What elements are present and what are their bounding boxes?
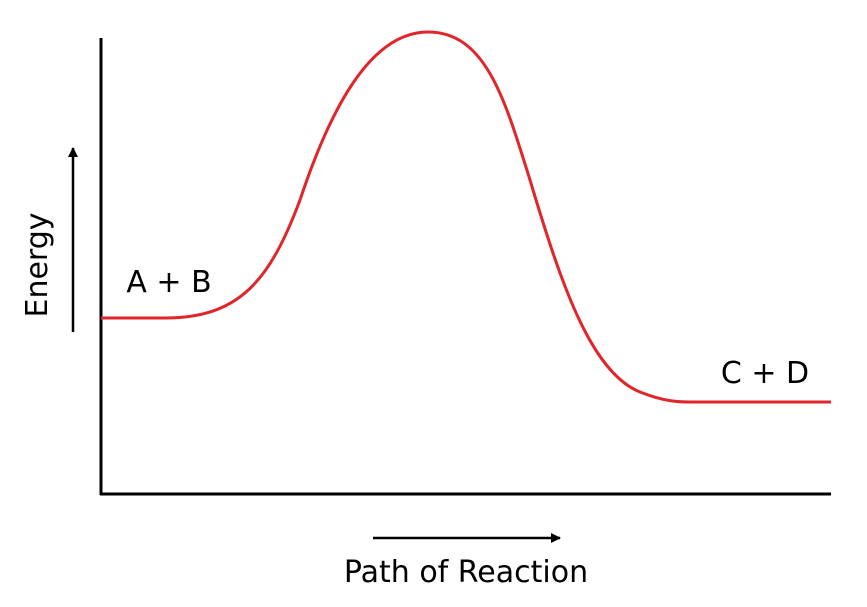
reactants-label: A + B — [126, 265, 211, 300]
y-axis-label: Energy — [20, 212, 55, 317]
products-label: C + D — [721, 356, 809, 391]
x-axis-label: Path of Reaction — [344, 555, 588, 590]
energy-curve — [101, 30, 831, 404]
